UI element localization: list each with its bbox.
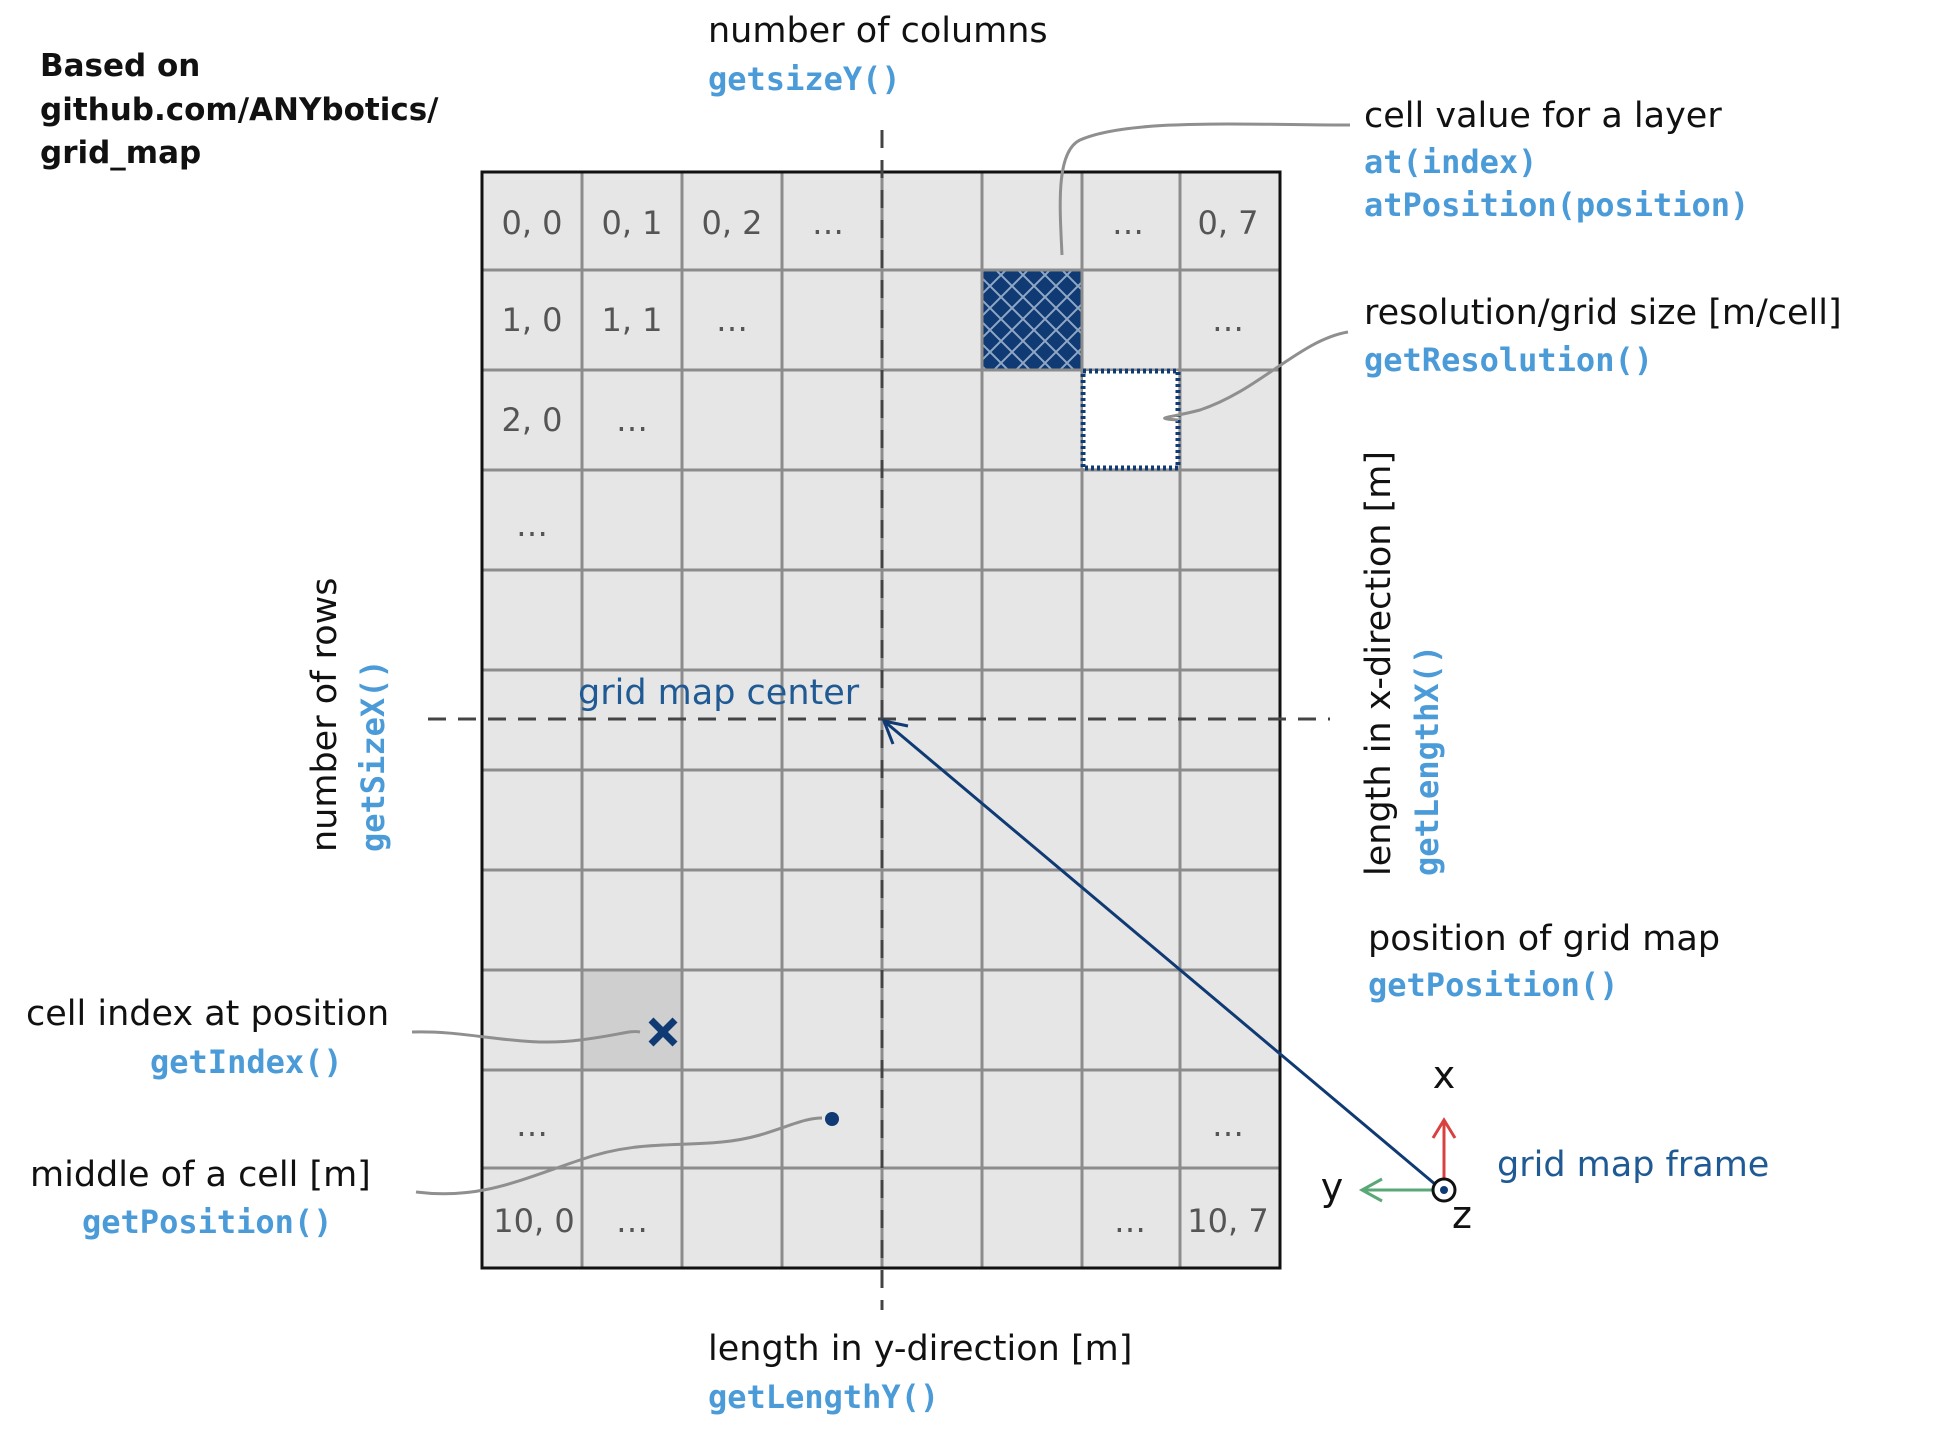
cell-label: 0, 7 <box>1197 204 1258 242</box>
cell-label: … <box>1212 1106 1244 1144</box>
cell-label: … <box>616 1202 648 1240</box>
middle-cell-label: middle of a cell [m] <box>30 1155 371 1195</box>
cell-value-code-atposition: atPosition(position) <box>1364 186 1749 224</box>
columns-code: getsizeY() <box>708 60 901 98</box>
position-code: getPosition() <box>1368 966 1618 1004</box>
layer-value-cell <box>980 268 1084 372</box>
length-x-label: length in x-direction [m] <box>1359 451 1399 876</box>
cell-label: 10, 7 <box>1187 1202 1268 1240</box>
cell-label: … <box>716 301 748 339</box>
position-vector-line <box>883 719 1443 1192</box>
length-y-label: length in y-direction [m] <box>708 1329 1132 1369</box>
cell-value-label: cell value for a layer <box>1364 96 1722 136</box>
cell-label: … <box>516 506 548 544</box>
middle-cell-code: getPosition() <box>82 1203 332 1241</box>
cell-label: … <box>616 401 648 439</box>
rows-code: getSizeX() <box>354 659 392 852</box>
cell-index-label: cell index at position <box>26 994 389 1034</box>
resolution-label: resolution/grid size [m/cell] <box>1364 293 1842 333</box>
cell-label: … <box>812 204 844 242</box>
cell-label: 1, 0 <box>501 301 562 339</box>
source-note-line1: Based on <box>40 48 200 84</box>
resolution-code: getResolution() <box>1364 341 1653 379</box>
cell-middle-dot <box>825 1112 839 1126</box>
frame-label: grid map frame <box>1497 1145 1769 1185</box>
columns-label: number of columns <box>708 11 1048 51</box>
source-note-line3: grid_map <box>40 135 201 171</box>
frame-z-label: z <box>1452 1193 1472 1237</box>
cell-label: 0, 2 <box>701 204 762 242</box>
resolution-cell <box>1080 368 1181 471</box>
length-x-code: getLengthX() <box>1408 645 1446 876</box>
cell-labels: 0, 0 0, 1 0, 2 … … 0, 7 1, 0 1, 1 … … 2,… <box>493 204 1268 1240</box>
frame-x-arrowhead-icon <box>1431 1117 1457 1139</box>
cell-label: 10, 0 <box>493 1202 574 1240</box>
cell-label: … <box>1212 301 1244 339</box>
index-cell-highlight <box>582 970 682 1070</box>
cell-value-code-at: at(index) <box>1364 143 1537 181</box>
length-y-code: getLengthY() <box>708 1378 939 1416</box>
frame-x-label: x <box>1433 1053 1456 1097</box>
leader-lines <box>411 122 1351 1196</box>
frame-origin-dot <box>1440 1186 1448 1194</box>
cell-label: … <box>1114 1202 1146 1240</box>
center-label: grid map center <box>578 673 860 713</box>
index-cross-icon <box>648 1017 678 1047</box>
cell-label: … <box>1112 204 1144 242</box>
frame-y-arrowhead-icon <box>1358 1177 1383 1203</box>
frame-y-label: y <box>1321 1165 1344 1209</box>
cell-label: 0, 0 <box>501 204 562 242</box>
cell-label: 2, 0 <box>501 401 562 439</box>
cell-label: … <box>516 1106 548 1144</box>
cell-label: 1, 1 <box>601 301 662 339</box>
cell-index-code: getIndex() <box>150 1043 343 1081</box>
cell-label: 0, 1 <box>601 204 662 242</box>
position-arrowhead-icon <box>881 718 909 745</box>
position-label: position of grid map <box>1368 919 1720 959</box>
source-note-line2: github.com/ANYbotics/ <box>40 92 439 128</box>
rows-label: number of rows <box>305 578 345 852</box>
